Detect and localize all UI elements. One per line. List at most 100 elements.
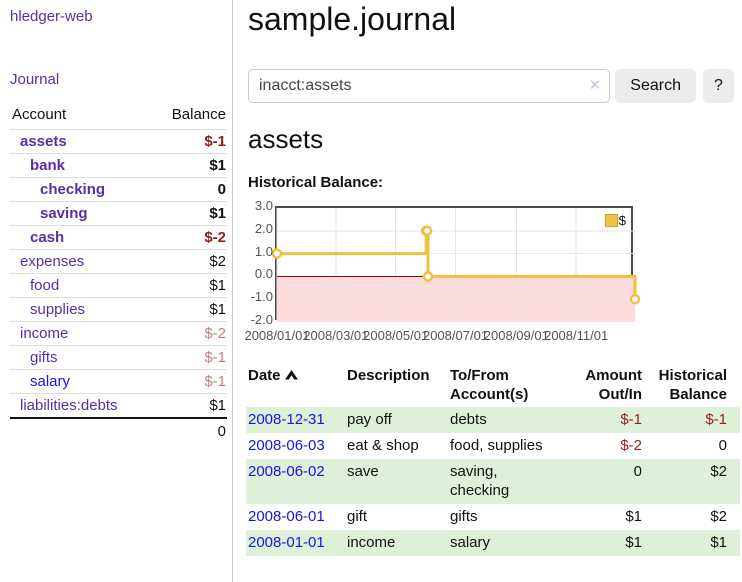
- accounts-header-account: Account: [10, 102, 152, 130]
- account-name-cell: cash: [10, 225, 152, 250]
- register-balance: $2: [710, 508, 727, 525]
- column-header-amount: Amount Out/In: [585, 367, 642, 403]
- account-link-income[interactable]: income: [20, 325, 69, 342]
- account-link-bank[interactable]: bank: [30, 157, 66, 174]
- register-date-cell: 2008-06-03: [246, 433, 345, 459]
- account-row: expenses $2: [10, 249, 227, 274]
- chart-svg: [271, 208, 641, 322]
- chart-y-tick: 0.0: [254, 266, 273, 282]
- account-link-expenses[interactable]: expenses: [20, 253, 85, 270]
- search-input[interactable]: [248, 69, 611, 103]
- register-description: income: [347, 534, 396, 551]
- sidebar-item-journal[interactable]: Journal: [10, 71, 60, 88]
- register-description: pay off: [347, 411, 392, 428]
- column-header-date[interactable]: Date: [246, 364, 345, 407]
- account-link-liabilities-debts[interactable]: liabilities:debts: [20, 397, 118, 414]
- register-accounts: gifts: [450, 508, 478, 525]
- chart-y-tick: -1.0: [250, 289, 273, 305]
- register-accounts: salary: [450, 534, 491, 551]
- column-header-balance: Historical Balance: [658, 367, 727, 403]
- chart-x-tick: 2008/09/01: [483, 328, 549, 343]
- register-amount: $1: [625, 534, 642, 551]
- account-name-cell: checking: [10, 177, 152, 202]
- register-description: gift: [347, 508, 368, 525]
- register-table: Date Description To/From Account(s) Amou…: [246, 364, 740, 556]
- account-balance: $1: [151, 201, 227, 226]
- account-link-assets[interactable]: assets: [20, 133, 67, 150]
- register-balance: $2: [710, 463, 727, 480]
- transaction-date-link[interactable]: 2008-01-01: [248, 534, 325, 551]
- chart-y-tick: 3.0: [254, 198, 273, 213]
- account-name-cell: saving: [10, 201, 152, 226]
- account-row: salary $-1: [10, 369, 227, 394]
- account-row: supplies $1: [10, 297, 227, 322]
- register-row: 2008-06-02 save saving, checking 0 $2: [246, 459, 740, 504]
- account-name-cell: liabilities:debts: [10, 393, 152, 419]
- transaction-date-link[interactable]: 2008-06-01: [248, 508, 325, 525]
- sort-ascending-icon: [284, 366, 298, 385]
- column-header-tofrom: To/From Account(s): [450, 367, 529, 403]
- register-description: save: [347, 463, 379, 480]
- register-date-cell: 2008-12-31: [246, 407, 345, 433]
- transaction-date-link[interactable]: 2008-06-03: [248, 437, 325, 454]
- account-row: saving $1: [10, 201, 227, 226]
- account-balance: $-1: [151, 369, 227, 394]
- account-balance: $1: [151, 393, 227, 419]
- chart-x-tick: 2008/11/01: [544, 328, 609, 343]
- account-name-cell: salary: [10, 369, 152, 394]
- register-header-row: Date Description To/From Account(s) Amou…: [246, 364, 740, 407]
- account-link-cash[interactable]: cash: [30, 229, 65, 246]
- search-button[interactable]: Search: [615, 69, 696, 103]
- legend-swatch-icon: [604, 214, 618, 227]
- account-row: bank $1: [10, 153, 227, 178]
- account-balance: $1: [151, 153, 227, 178]
- chart-x-tick: 2008/05/01: [363, 328, 429, 343]
- legend-label: $: [618, 213, 626, 228]
- account-row: assets $-1: [10, 129, 227, 154]
- register-amount: $-2: [620, 437, 642, 454]
- help-button[interactable]: ?: [703, 69, 734, 103]
- brand-link[interactable]: hledger-web: [10, 8, 93, 25]
- account-name-cell: gifts: [10, 345, 152, 370]
- register-row: 2008-06-03 eat & shop food, supplies $-2 0: [246, 433, 740, 459]
- historical-balance-chart: $ 3.0 2.0 1.0 0.0 -1.0 -2.0 2008/01/01 2008/03/…: [244, 198, 667, 346]
- account-row: income $-2: [10, 321, 227, 346]
- account-link-food[interactable]: food: [30, 277, 60, 294]
- register-row: 2008-12-31 pay off debts $-1 $-1: [246, 407, 740, 433]
- search-box: ✕: [248, 69, 611, 103]
- accounts-total-row: 0: [10, 417, 227, 443]
- register-amount: 0: [633, 463, 642, 480]
- account-balance: $2: [151, 249, 227, 274]
- sidebar: hledger-web Journal Account Balance asse…: [0, 0, 233, 582]
- chart-legend: $: [604, 213, 626, 228]
- account-heading: assets: [248, 124, 324, 154]
- account-name-cell: income: [10, 321, 152, 346]
- register-accounts: saving, checking: [450, 463, 510, 499]
- chart-x-tick: 2008/03/01: [303, 328, 369, 343]
- register-balance: $1: [710, 534, 727, 551]
- account-link-gifts[interactable]: gifts: [30, 349, 58, 366]
- column-header-description: Description: [347, 367, 430, 384]
- chart-title: Historical Balance:: [248, 174, 384, 191]
- account-link-checking[interactable]: checking: [40, 181, 106, 198]
- account-balance: $-2: [151, 225, 227, 250]
- clear-search-icon[interactable]: ✕: [588, 77, 602, 94]
- account-link-saving[interactable]: saving: [40, 205, 88, 222]
- transaction-date-link[interactable]: 2008-06-02: [248, 463, 325, 480]
- account-link-salary[interactable]: salary: [30, 373, 71, 390]
- accounts-header-balance: Balance: [151, 102, 227, 130]
- account-balance: 0: [151, 177, 227, 202]
- main-content: sample.journal ✕ Search ? assets Histori…: [244, 0, 742, 582]
- account-link-supplies[interactable]: supplies: [30, 301, 86, 318]
- account-row: liabilities:debts $1: [10, 393, 227, 419]
- account-balance: $-1: [151, 345, 227, 370]
- register-accounts: food, supplies: [450, 437, 543, 454]
- register-date-cell: 2008-06-01: [246, 504, 345, 530]
- register-balance: 0: [718, 437, 727, 454]
- register-amount: $-1: [620, 411, 642, 428]
- transaction-date-link[interactable]: 2008-12-31: [248, 411, 325, 428]
- account-name-cell: supplies: [10, 297, 152, 322]
- register-accounts: debts: [450, 411, 487, 428]
- chart-x-tick: 2008/07/01: [422, 328, 489, 343]
